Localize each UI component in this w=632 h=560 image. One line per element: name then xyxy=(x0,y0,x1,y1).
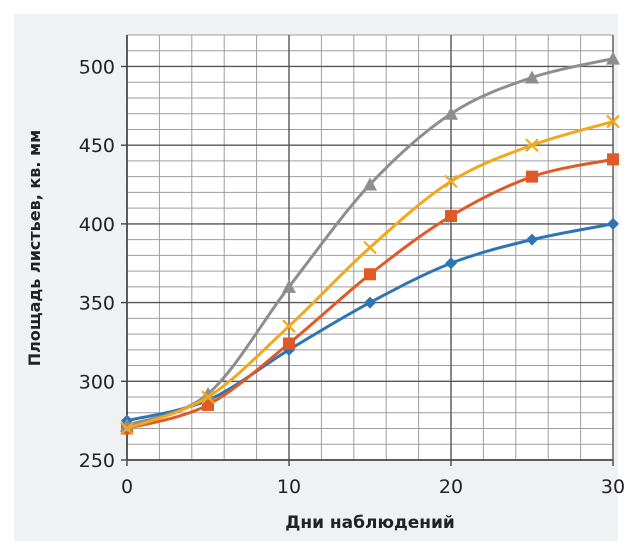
data-point-triangle xyxy=(444,106,458,120)
data-point-x xyxy=(282,319,296,333)
series-3 xyxy=(120,51,620,432)
data-point-diamond xyxy=(526,233,538,246)
x-axis-label: Дни наблюдений xyxy=(285,513,455,533)
x-tick-label: 0 xyxy=(121,476,133,498)
data-point-x xyxy=(120,421,134,436)
grid xyxy=(126,34,614,461)
data-point-triangle xyxy=(363,177,377,191)
axes xyxy=(121,35,614,466)
data-point-square xyxy=(283,337,295,350)
y-tick-label: 450 xyxy=(79,135,115,157)
data-point-triangle xyxy=(282,279,296,293)
data-point-square xyxy=(526,170,538,183)
x-tick-label: 20 xyxy=(439,476,463,498)
data-point-triangle xyxy=(606,51,620,65)
tick-labels: 0 10 20 30 250 300 350 400 450 500 xyxy=(79,56,625,498)
y-tick-label: 500 xyxy=(79,56,115,78)
data-point-diamond xyxy=(445,257,457,270)
y-tick-label: 400 xyxy=(79,214,115,236)
data-point-square xyxy=(607,153,619,166)
data-point-triangle xyxy=(525,70,539,84)
series-group xyxy=(120,51,620,436)
data-point-square xyxy=(364,268,376,281)
series-4 xyxy=(120,114,620,436)
y-tick-label: 350 xyxy=(79,293,115,315)
y-axis-label: Площадь листьев, кв. мм xyxy=(25,130,44,366)
data-point-x xyxy=(444,174,458,189)
y-tick-label: 300 xyxy=(79,371,115,393)
data-point-x xyxy=(201,390,215,404)
data-point-diamond xyxy=(364,296,376,309)
data-point-x xyxy=(606,114,620,129)
data-point-square xyxy=(445,210,457,223)
y-tick-label: 250 xyxy=(79,450,115,472)
data-point-x xyxy=(363,240,377,255)
data-point-triangle xyxy=(201,386,215,400)
x-tick-label: 30 xyxy=(601,476,625,498)
data-point-x xyxy=(525,138,539,152)
series-2 xyxy=(121,153,619,435)
data-point-square xyxy=(202,398,214,411)
data-point-diamond xyxy=(607,217,619,230)
x-tick-label: 10 xyxy=(277,476,301,498)
